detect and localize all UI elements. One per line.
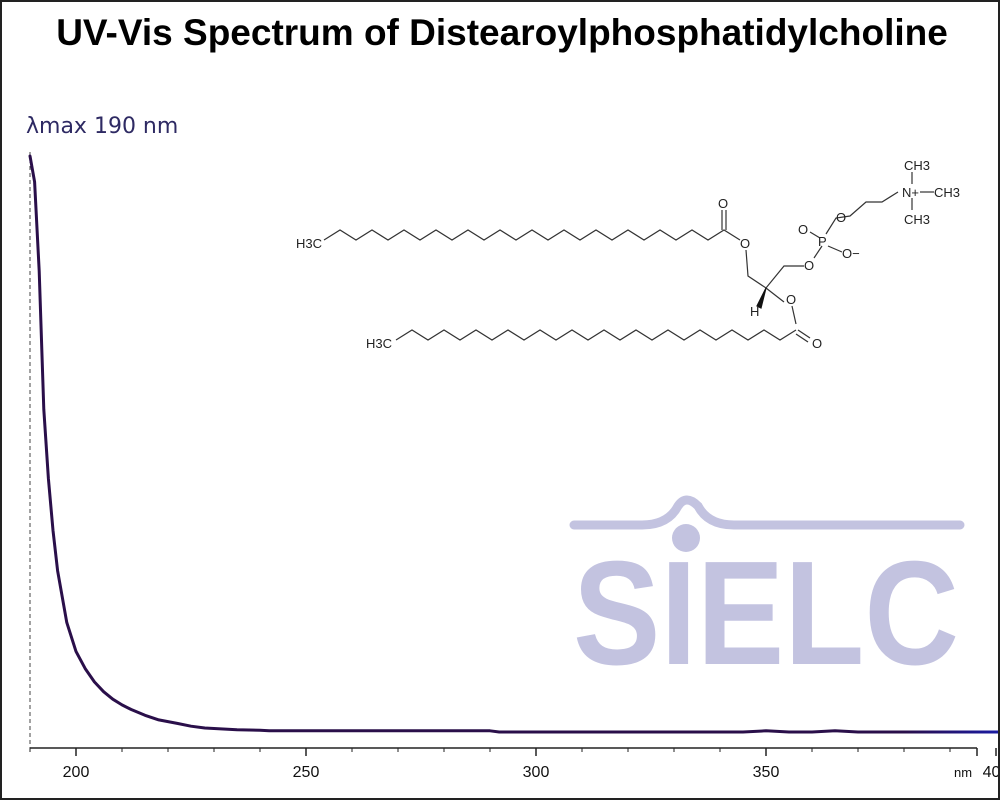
x-tick-label: 250 (293, 764, 320, 781)
ester-o-label: O (740, 236, 750, 251)
upper-carbonyl-o-label: O (718, 196, 728, 211)
chart-title: UV-Vis Spectrum of Distearoylphosphatidy… (56, 12, 948, 53)
lower-carbonyl-o-label: O (812, 336, 822, 351)
sielc-watermark: SIELC (569, 495, 965, 696)
bottom-methyl-label: CH3 (904, 212, 930, 227)
lower-acyl-chain (395, 329, 797, 341)
o-minus-label: O− (842, 246, 860, 261)
upper-acyl-chain (323, 229, 741, 241)
glycerol-backbone (745, 249, 804, 289)
molecule-structure (323, 172, 934, 343)
phosphate-double-o-label: O (798, 222, 808, 237)
lower-carbonyl-bond-2 (795, 333, 809, 343)
phosphate-double-bond (809, 231, 821, 239)
lower-h3c-label: H3C (366, 336, 392, 351)
sn2-bond (765, 287, 785, 303)
watermark-text: SIELC (573, 531, 959, 696)
right-methyl-label: CH3 (934, 185, 960, 200)
watermark-dot (672, 524, 700, 552)
sn2-o-label: O (786, 292, 796, 307)
lambda-max-annotation: λmax 190 nm (26, 114, 179, 139)
x-tick-label: 350 (753, 764, 780, 781)
watermark-arc (569, 495, 965, 530)
plot-area: 200250300350400450500550nm (28, 152, 998, 781)
lower-carbonyl-bond (797, 329, 811, 339)
spectrum-line (28, 154, 998, 734)
stereo-wedge (756, 287, 767, 309)
nitrogen-label: N+ (902, 185, 919, 200)
x-tick-label: 400 (983, 764, 998, 781)
stereo-h-label: H (750, 304, 759, 319)
lower-ester-bond (791, 305, 797, 325)
choline-chain (825, 191, 899, 235)
x-axis-unit-label: nm (954, 765, 972, 780)
structure-labels: H3C H3C O O O O O O P O− N+ CH3 CH3 CH3 … (296, 158, 960, 351)
choline-o-label: O (836, 210, 846, 225)
phosphoester-o-label: O (804, 258, 814, 273)
phosphate-bond (813, 245, 823, 259)
phosphorus-label: P (818, 234, 827, 249)
x-tick-label: 300 (523, 764, 550, 781)
top-methyl-label: CH3 (904, 158, 930, 173)
x-tick-label: 200 (63, 764, 90, 781)
upper-h3c-label: H3C (296, 236, 322, 251)
phosphate-o-minus-bond (827, 245, 843, 253)
